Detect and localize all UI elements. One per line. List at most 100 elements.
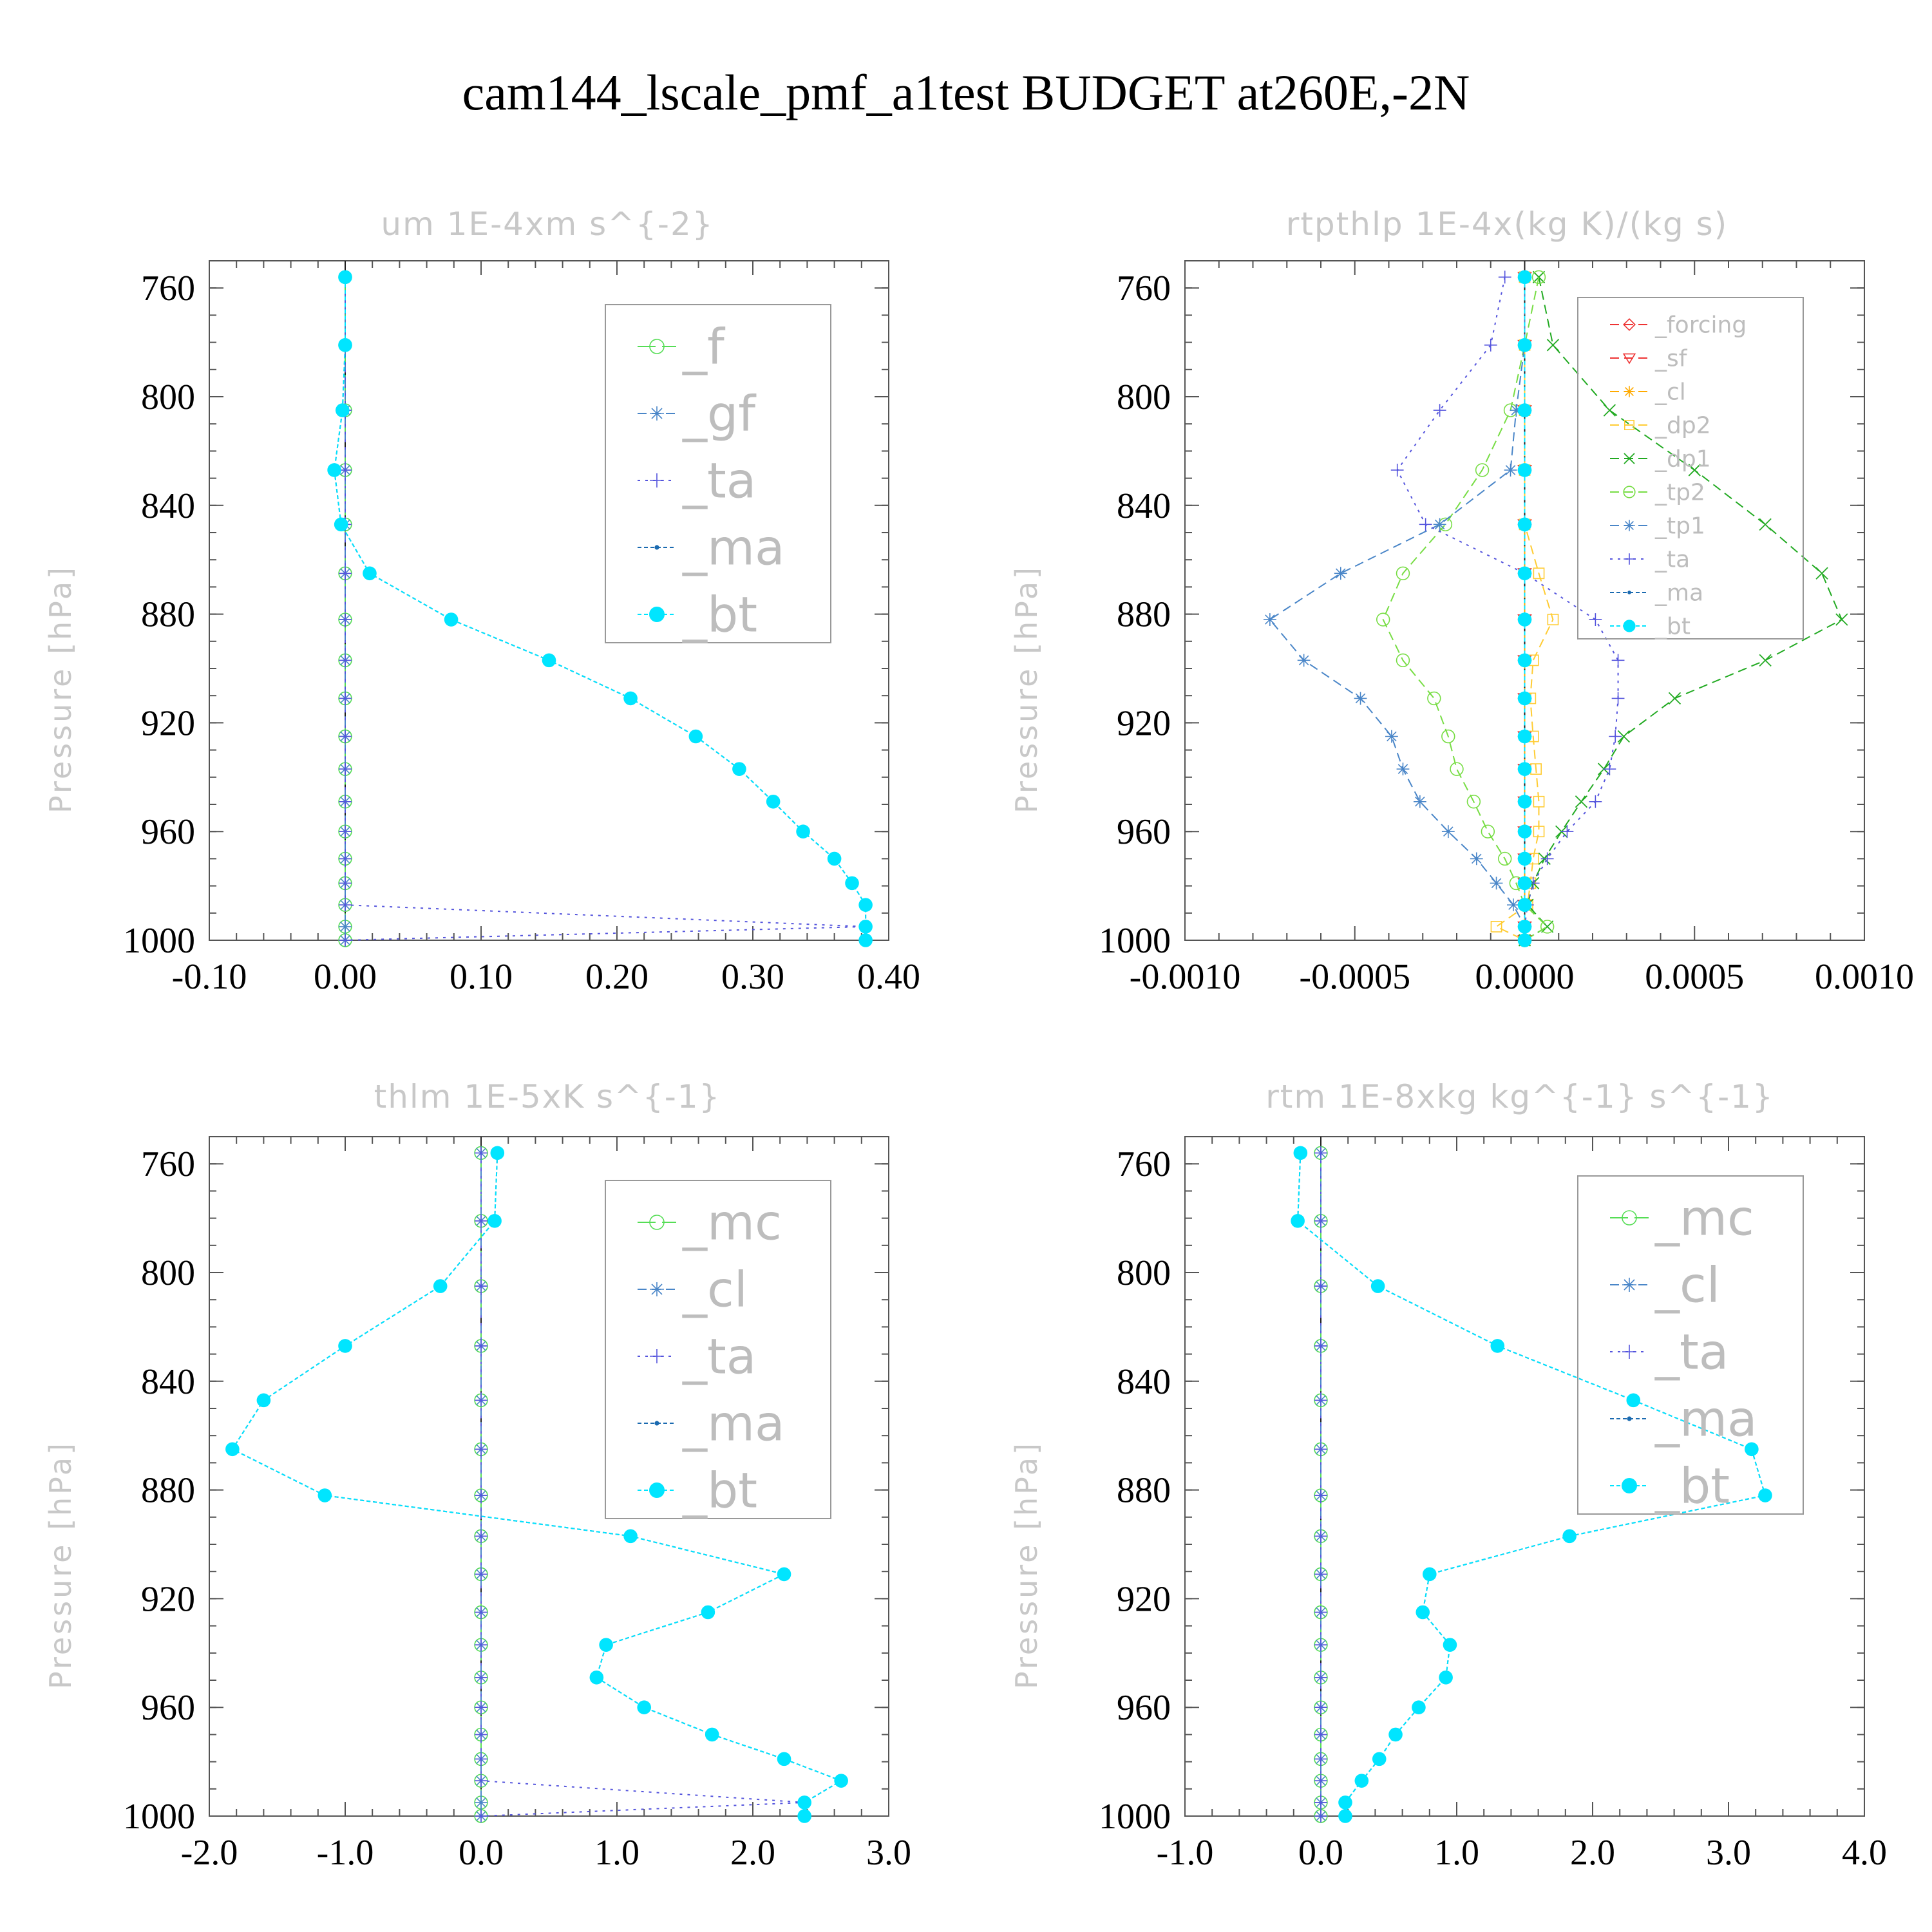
data-point	[796, 824, 810, 838]
data-point	[834, 1774, 848, 1788]
x-tick-label: 0.0	[459, 1833, 504, 1873]
data-point	[1759, 518, 1772, 531]
x-ticks: -1.0 0.0 1.0 2.0 3.0 4.0	[1157, 1137, 1887, 1873]
legend-marker	[650, 473, 664, 488]
panel-um: um 1E-4xm s^{-2} Pressure [hPa] -0.10 0.0…	[43, 205, 920, 997]
y-ticks: 760 800 840 880 920 960 1000	[123, 260, 889, 961]
data-point	[858, 933, 873, 947]
series-bt	[1517, 270, 1532, 947]
series-bt	[1291, 1146, 1772, 1823]
legend-marker	[1622, 1278, 1636, 1292]
series-line	[334, 277, 867, 940]
legend-marker	[1624, 419, 1635, 430]
x-tick-label: -0.10	[172, 957, 247, 997]
legend-item: _bt	[1610, 1457, 1730, 1515]
data-point	[1533, 795, 1545, 808]
legend-marker	[1627, 591, 1631, 594]
legend-label: _dp2	[1654, 413, 1711, 439]
data-point	[1533, 826, 1545, 838]
data-point	[334, 517, 348, 532]
data-point	[1589, 613, 1602, 626]
data-point	[599, 1638, 613, 1652]
data-point	[701, 1605, 715, 1620]
data-point	[1484, 338, 1497, 352]
data-point	[475, 1489, 488, 1502]
data-point	[475, 1214, 488, 1227]
legend-marker	[649, 1215, 665, 1230]
panel-thlm: thlm 1E-5xK s^{-1} Pressure [hPa] -2.0 -1…	[43, 1078, 911, 1873]
data-point	[339, 934, 352, 947]
series-ta	[1314, 1146, 1327, 1823]
legend-frame	[605, 304, 831, 643]
y-tick-label: 960	[1117, 812, 1171, 852]
data-point	[1354, 692, 1367, 705]
x-tick-label: -2.0	[181, 1833, 238, 1873]
data-point	[1297, 654, 1311, 667]
x-tick-label: 0.30	[721, 957, 784, 997]
series-tp1	[1263, 270, 1531, 947]
legend-marker	[649, 607, 665, 622]
y-tick-label: 760	[141, 269, 195, 308]
legend-marker	[1622, 1345, 1636, 1359]
figure-title: cam144_lscale_pmf_a1test BUDGET at260E,-…	[462, 64, 1470, 120]
legend-item: _mc	[1610, 1189, 1754, 1247]
data-point	[766, 794, 781, 809]
panel-title: thlm 1E-5xK s^{-1}	[374, 1078, 721, 1115]
y-ticks: 760 800 840 880 920 960 1000	[1099, 260, 1864, 961]
series-tp2	[1376, 270, 1555, 947]
data-point	[1611, 654, 1625, 667]
data-point	[1314, 1605, 1327, 1619]
x-tick-label: -1.0	[1157, 1833, 1214, 1873]
data-point	[1433, 404, 1446, 417]
legend-item: _tp2	[1610, 480, 1705, 506]
data-point	[1416, 1605, 1430, 1620]
panel-title: rtpthlp 1E-4x(kg K)/(kg s)	[1286, 205, 1728, 243]
legend-label: _bt	[1654, 1457, 1730, 1515]
data-point	[339, 692, 352, 705]
data-point	[1396, 762, 1410, 776]
data-point	[1517, 566, 1532, 581]
y-tick-label: 880	[1117, 595, 1171, 635]
legend-label: _forcing	[1654, 312, 1747, 339]
data-point	[1314, 1671, 1327, 1684]
data-point	[225, 1442, 240, 1457]
x-tick-label: 0.0000	[1475, 957, 1575, 997]
data-point	[1466, 795, 1481, 809]
data-point	[339, 654, 352, 667]
x-tick-label: 1.0	[594, 1833, 639, 1873]
y-tick-label: 840	[141, 486, 195, 526]
legend-label: _ma	[682, 519, 785, 576]
data-point	[1517, 898, 1532, 912]
y-tick-label: 760	[1117, 269, 1171, 308]
data-point	[1470, 852, 1483, 866]
series-line	[231, 1153, 843, 1816]
series-line	[1524, 277, 1843, 941]
data-point	[623, 1529, 638, 1544]
data-point	[433, 1279, 448, 1293]
data-point	[1603, 762, 1616, 776]
legend-marker	[649, 339, 665, 354]
data-point	[475, 1774, 488, 1788]
data-point	[1517, 517, 1532, 532]
data-point	[475, 1671, 488, 1684]
x-tick-label: 1.0	[1434, 1833, 1479, 1873]
data-point	[1338, 1809, 1352, 1823]
data-point	[1547, 614, 1559, 625]
x-ticks: -0.0010 -0.0005 0.0000 0.0005 0.0010	[1130, 261, 1914, 997]
legend: _mc _cl _ta _ma _bt	[1577, 1175, 1804, 1515]
legend-label: _mc	[1654, 1189, 1754, 1247]
x-tick-label: 0.10	[450, 957, 513, 997]
legend-label: _f	[682, 318, 726, 375]
data-point	[1611, 692, 1625, 705]
data-point	[1507, 898, 1520, 912]
data-point	[1517, 824, 1532, 838]
data-point	[1376, 612, 1390, 627]
data-point	[327, 463, 341, 477]
y-tick-label: 800	[1117, 377, 1171, 417]
data-point	[858, 898, 873, 912]
data-point	[1314, 1810, 1327, 1823]
data-point	[1609, 730, 1622, 743]
data-point	[1517, 612, 1532, 627]
data-point	[490, 1146, 505, 1160]
data-point	[1396, 566, 1410, 580]
